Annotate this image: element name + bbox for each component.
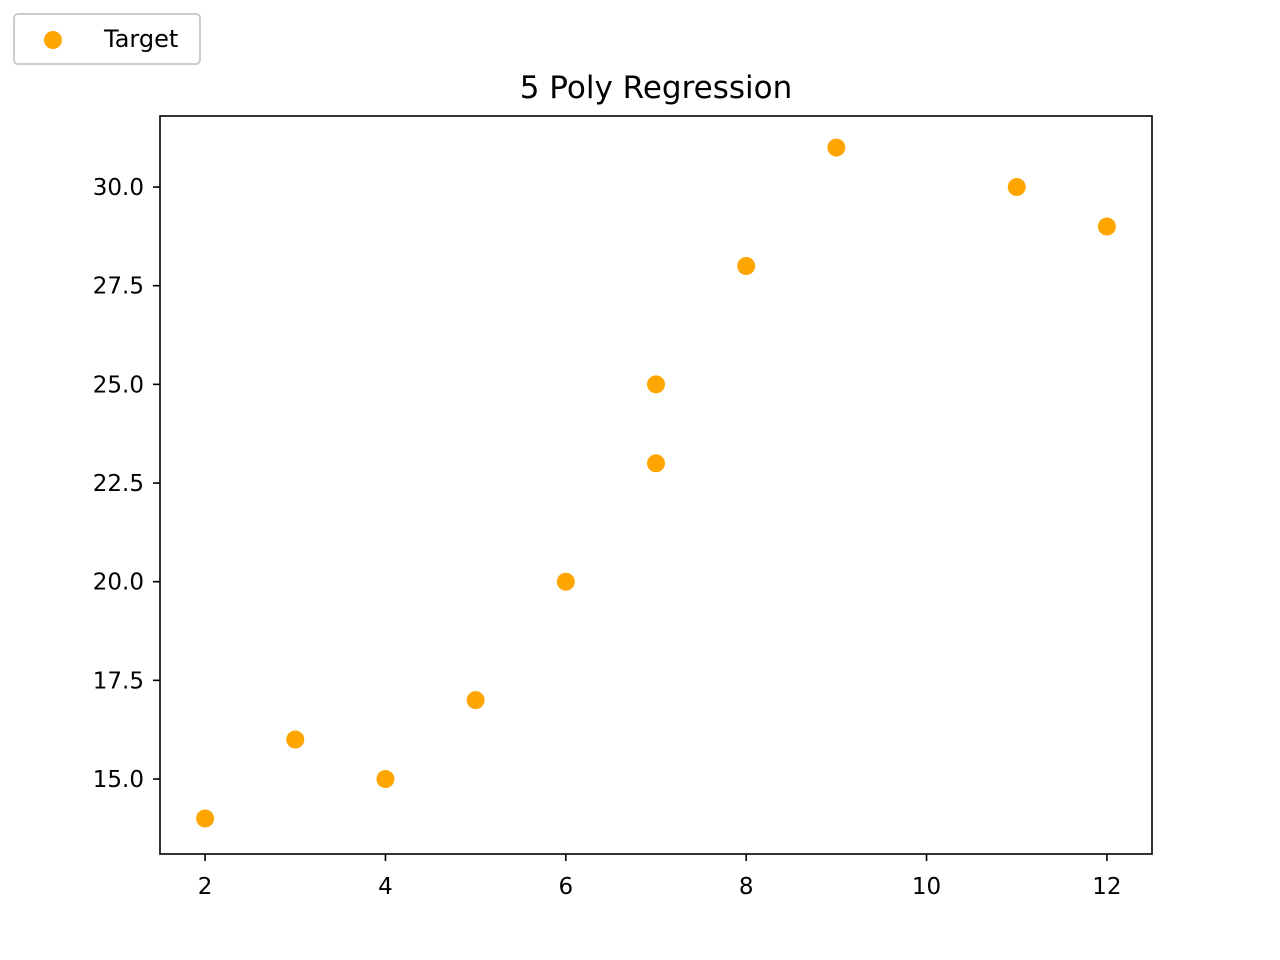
- legend-label: Target: [103, 25, 178, 53]
- x-tick-label: 4: [378, 874, 393, 900]
- data-point: [196, 809, 215, 828]
- y-tick-label: 15.0: [93, 767, 144, 793]
- plot-area: [159, 115, 1153, 855]
- data-point: [556, 572, 575, 591]
- data-point: [466, 691, 485, 710]
- x-tick-label: 8: [739, 874, 754, 900]
- data-point: [1007, 178, 1026, 197]
- data-point: [647, 375, 665, 394]
- x-tick-label: 10: [912, 874, 941, 900]
- data-point: [376, 770, 395, 789]
- data-point: [286, 730, 305, 749]
- data-point: [1097, 217, 1116, 236]
- data-point: [827, 138, 846, 157]
- x-tick-label: 2: [198, 874, 213, 900]
- y-tick-label: 30.0: [93, 175, 144, 201]
- x-axis: 2 4 6 8 10 12: [198, 854, 1122, 900]
- data-point: [647, 454, 665, 473]
- y-axis: 15.0 17.5 20.0 22.5 25.0 27.5 30.0: [93, 175, 160, 793]
- y-tick-label: 27.5: [93, 274, 144, 300]
- scatter-points: [196, 138, 1116, 828]
- y-tick-label: 22.5: [93, 471, 144, 497]
- y-tick-label: 17.5: [93, 668, 144, 694]
- legend-box: [13, 13, 201, 65]
- legend-marker: [44, 31, 62, 49]
- y-tick-label: 25.0: [93, 372, 144, 398]
- data-point: [737, 256, 756, 275]
- chart-title: 5 Poly Regression: [520, 70, 793, 106]
- legend: Target: [13, 13, 201, 65]
- y-tick-label: 20.0: [93, 570, 144, 596]
- x-tick-label: 12: [1092, 874, 1121, 900]
- x-tick-label: 6: [558, 874, 573, 900]
